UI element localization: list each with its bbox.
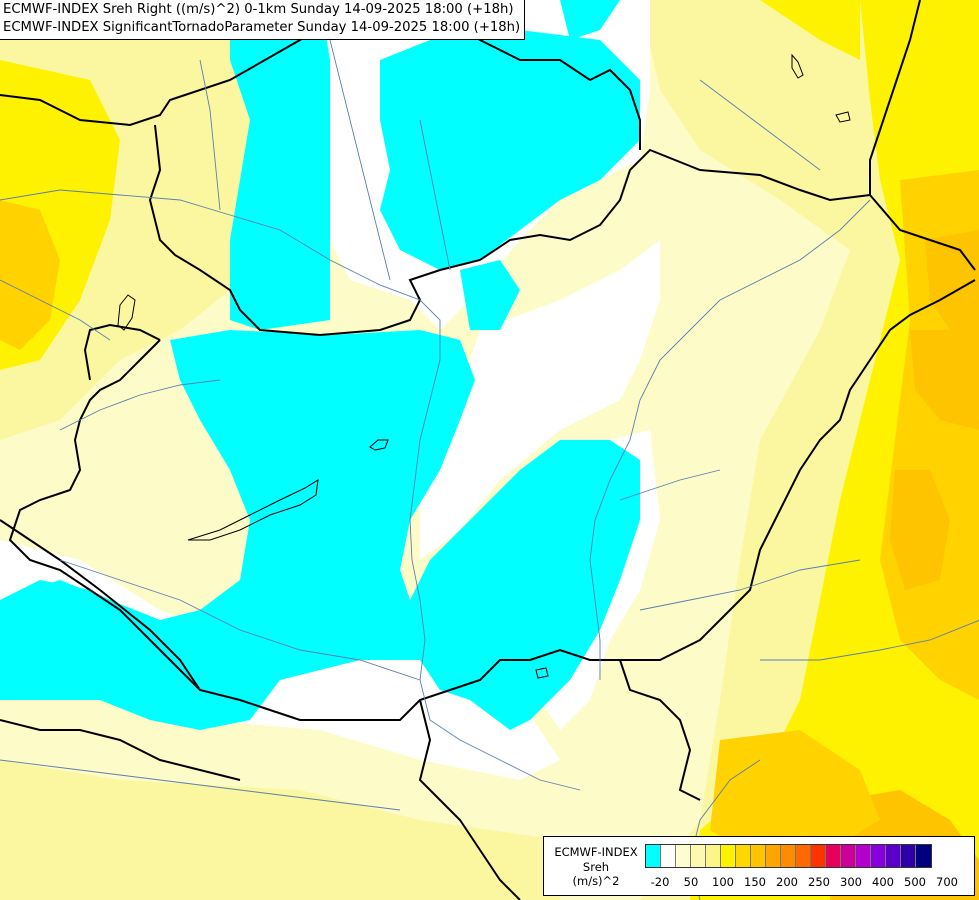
legend-swatch bbox=[871, 845, 886, 867]
field-orange-east-3 bbox=[890, 470, 950, 590]
field-gold-se bbox=[710, 730, 880, 860]
legend-tick-label: 400 bbox=[872, 875, 894, 889]
lake-balaton bbox=[187, 479, 319, 541]
legend-tick-label: 250 bbox=[808, 875, 830, 889]
lake-south bbox=[535, 667, 549, 679]
field-cyan-north-east bbox=[380, 30, 640, 270]
legend-swatch bbox=[826, 845, 841, 867]
legend-tick-label: 700 bbox=[936, 875, 958, 889]
legend-tick-labels: -20 50 100 150 200 250 300 400 500 700 bbox=[645, 875, 975, 891]
legend-swatch bbox=[661, 845, 676, 867]
border-ukraine-west bbox=[869, 194, 976, 271]
field-cyan-north-strip bbox=[560, 0, 620, 40]
legend-swatch bbox=[901, 845, 916, 867]
legend-swatch bbox=[706, 845, 721, 867]
legend-swatch bbox=[676, 845, 691, 867]
field-gold-west bbox=[0, 200, 60, 350]
legend-swatch bbox=[916, 845, 931, 867]
field-cyan-north-west bbox=[230, 0, 330, 330]
border-slovenia-croatia bbox=[0, 519, 201, 691]
field-cyan-center-small bbox=[460, 260, 520, 330]
legend-tick-label: -20 bbox=[650, 875, 670, 889]
river-tisza bbox=[589, 199, 871, 680]
field-orange-east-2 bbox=[910, 330, 979, 430]
lake-small-center bbox=[369, 439, 389, 451]
legend-tick-label: 50 bbox=[683, 875, 699, 889]
lake-north-east bbox=[791, 53, 804, 79]
legend-tick-label: 300 bbox=[840, 875, 862, 889]
legend-line3: (m/s)^2 bbox=[572, 874, 620, 888]
lake-neusiedl bbox=[117, 294, 136, 331]
river-raba bbox=[59, 379, 221, 431]
field-cyan-west-band bbox=[0, 580, 160, 660]
legend-swatch bbox=[646, 845, 661, 867]
river-maros bbox=[639, 559, 861, 611]
field-light-yellow-south bbox=[0, 760, 560, 900]
legend-tick-label: 100 bbox=[712, 875, 734, 889]
legend-swatch bbox=[811, 845, 826, 867]
field-orange-east-1 bbox=[925, 230, 979, 330]
legend-color-bar bbox=[645, 844, 932, 868]
river-vah bbox=[329, 39, 391, 281]
legend-swatch bbox=[856, 845, 871, 867]
field-cyan-main bbox=[0, 330, 640, 730]
river-lines bbox=[0, 39, 979, 900]
border-austria-hungary bbox=[83, 323, 161, 381]
legend-tick-label: 500 bbox=[904, 875, 926, 889]
map-title: ECMWF-INDEX Sreh Right ((m/s)^2) 0-1km S… bbox=[0, 0, 526, 40]
lake-north-east-2 bbox=[835, 111, 851, 123]
legend-tick-label: 150 bbox=[744, 875, 766, 889]
river-east-branch bbox=[760, 619, 979, 661]
river-north-poland bbox=[699, 79, 821, 171]
river-drava bbox=[59, 559, 421, 681]
border-czech-slovakia bbox=[148, 124, 871, 337]
legend-title: ECMWF-INDEX Sreh (m/s)^2 bbox=[548, 845, 644, 889]
river-koros bbox=[619, 469, 721, 501]
legend-swatch bbox=[691, 845, 706, 867]
field-yellow-ne bbox=[760, 0, 860, 60]
legend-line2: Sreh bbox=[582, 859, 610, 874]
field-white-center bbox=[420, 240, 660, 560]
legend-swatch bbox=[841, 845, 856, 867]
title-line-stp: ECMWF-INDEX SignificantTornadoParameter … bbox=[3, 20, 521, 35]
legend-swatch bbox=[796, 845, 811, 867]
river-danube-upper bbox=[0, 189, 581, 791]
legend-swatch bbox=[736, 845, 751, 867]
color-legend: ECMWF-INDEX Sreh (m/s)^2 -20 50 100 150 200 2… bbox=[543, 836, 975, 896]
border-ne-edge bbox=[869, 0, 921, 195]
river-morava bbox=[199, 59, 221, 211]
legend-swatch bbox=[886, 845, 901, 867]
border-croatia-serbia bbox=[418, 699, 521, 900]
title-line-sreh: ECMWF-INDEX Sreh Right ((m/s)^2) 0-1km S… bbox=[3, 2, 514, 17]
legend-swatch bbox=[721, 845, 736, 867]
legend-swatch bbox=[751, 845, 766, 867]
river-sava bbox=[0, 759, 401, 811]
border-south-bosnia bbox=[0, 719, 241, 781]
legend-line1: ECMWF-INDEX bbox=[554, 845, 638, 859]
river-west-austria bbox=[0, 279, 111, 341]
legend-swatch bbox=[766, 845, 781, 867]
legend-tick-label: 200 bbox=[776, 875, 798, 889]
legend-swatch bbox=[781, 845, 796, 867]
river-hron bbox=[419, 119, 451, 271]
border-serbia-romania bbox=[619, 659, 701, 801]
border-romania-hungary bbox=[8, 279, 976, 721]
